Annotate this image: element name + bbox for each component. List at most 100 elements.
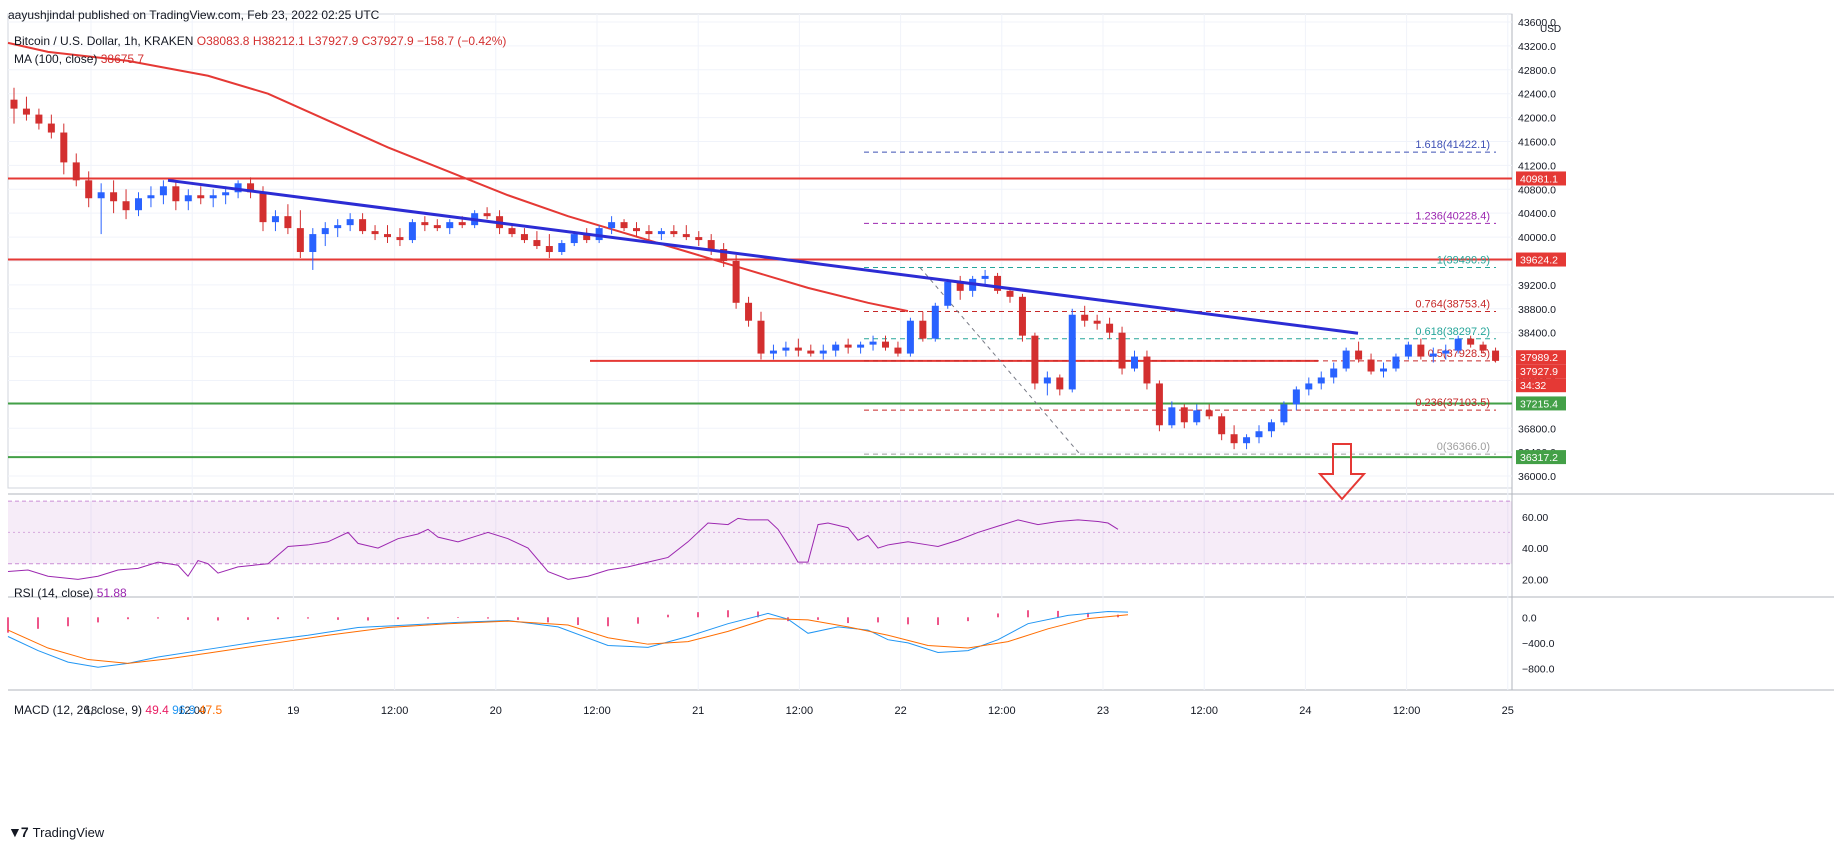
candle bbox=[1380, 362, 1387, 378]
candle-body bbox=[384, 234, 391, 238]
candle-body bbox=[1417, 344, 1425, 357]
candle-body bbox=[994, 275, 1002, 291]
candle bbox=[981, 269, 989, 285]
candle bbox=[85, 171, 93, 208]
candle-body bbox=[97, 192, 105, 199]
price-tag-label: 39624.2 bbox=[1520, 255, 1558, 267]
candle bbox=[421, 216, 429, 232]
x-tick-label: 25 bbox=[1502, 705, 1514, 717]
ma-header: MA (100, close) 38675.7 bbox=[14, 52, 144, 66]
candle-body bbox=[234, 183, 242, 193]
candle bbox=[633, 222, 640, 238]
candle bbox=[1255, 425, 1263, 444]
candle bbox=[359, 213, 367, 235]
x-tick-label: 18 bbox=[85, 705, 97, 717]
candle-body bbox=[1093, 320, 1101, 324]
fibonacci-levels: 1.618(41422.1) 1.236(40228.4) 1(39490.9) 0.… bbox=[864, 139, 1496, 455]
candle bbox=[271, 210, 279, 232]
candle-body bbox=[1143, 356, 1151, 384]
candle-body bbox=[172, 186, 180, 202]
fib-label: 0.236(37103.5) bbox=[1415, 397, 1490, 409]
candle-body bbox=[85, 180, 93, 199]
currency-label: USD bbox=[1540, 24, 1561, 35]
candle bbox=[72, 153, 80, 187]
candle-body bbox=[508, 228, 516, 235]
candle bbox=[1205, 404, 1213, 420]
y-tick-label: 38400.0 bbox=[1518, 328, 1556, 340]
candle bbox=[1429, 347, 1437, 363]
candle bbox=[695, 231, 703, 247]
candle-body bbox=[732, 260, 740, 303]
candle bbox=[159, 180, 167, 205]
price-tag: 37927.9 bbox=[1516, 364, 1566, 379]
macd-signal-value: 47.5 bbox=[198, 703, 223, 717]
candle bbox=[1155, 380, 1163, 432]
candle-body bbox=[1118, 332, 1126, 369]
rsi-header: RSI (14, close) 51.88 bbox=[14, 586, 127, 600]
candle-body bbox=[1193, 410, 1201, 423]
candle bbox=[1081, 305, 1089, 327]
candle-body bbox=[22, 108, 30, 115]
candle-body bbox=[359, 219, 367, 232]
candle-body bbox=[807, 350, 815, 354]
trendline-segment[interactable] bbox=[167, 178, 1359, 335]
ma-value: 38675.7 bbox=[100, 52, 145, 66]
candle bbox=[857, 341, 865, 354]
candle-body bbox=[670, 231, 678, 235]
ohlc-high: H38212.1 bbox=[252, 34, 305, 48]
candle-body bbox=[1106, 323, 1114, 333]
candle-body bbox=[147, 195, 155, 199]
axes: 43600.0 43200.0 42800.0 42400.0 42000.0 41600… bbox=[85, 17, 1561, 717]
candle bbox=[446, 219, 454, 235]
candle bbox=[931, 302, 939, 342]
trendline[interactable] bbox=[167, 178, 1359, 335]
price-tag: 37989.2 bbox=[1516, 350, 1566, 365]
candle bbox=[396, 228, 404, 247]
symbol-header: Bitcoin / U.S. Dollar, 1h, KRAKEN O38083… bbox=[14, 34, 506, 48]
candle-body bbox=[1006, 290, 1014, 297]
candle bbox=[545, 234, 553, 258]
candle-body bbox=[857, 344, 865, 348]
candle-body bbox=[259, 192, 267, 223]
candle bbox=[10, 87, 18, 124]
candle-body bbox=[745, 302, 753, 321]
y-tick-label: 38800.0 bbox=[1518, 304, 1556, 316]
candle-body bbox=[1317, 377, 1325, 384]
candle bbox=[882, 335, 889, 351]
fib-label: 0.618(38297.2) bbox=[1415, 326, 1490, 338]
x-tick-label: 22 bbox=[894, 705, 906, 717]
candle-body bbox=[1479, 344, 1487, 351]
x-tick-label: 12:00 bbox=[786, 705, 814, 717]
candle bbox=[1417, 338, 1425, 360]
footer: ▼7 TradingView bbox=[8, 824, 104, 840]
footer-brand: TradingView bbox=[32, 824, 105, 840]
y-tick-label: 43200.0 bbox=[1518, 41, 1556, 53]
candle bbox=[1479, 341, 1487, 354]
price-tag-label: 37989.2 bbox=[1520, 352, 1558, 364]
candle-body bbox=[1031, 335, 1039, 384]
candle bbox=[1492, 347, 1500, 363]
candle bbox=[745, 296, 753, 327]
ma-line bbox=[7, 41, 909, 313]
candle-body bbox=[1429, 353, 1437, 357]
ohlc-open: O38083.8 bbox=[196, 34, 250, 48]
y-tick-label: 43600.0 bbox=[1518, 17, 1556, 29]
y-tick-label: 42000.0 bbox=[1518, 113, 1556, 125]
candle-body bbox=[595, 228, 603, 241]
candle bbox=[508, 225, 516, 238]
x-tick-label: 12:00 bbox=[583, 705, 611, 717]
candle-body bbox=[894, 347, 902, 354]
candle-body bbox=[545, 246, 553, 253]
candle bbox=[1355, 341, 1363, 363]
fib-label: 1.236(40228.4) bbox=[1415, 210, 1490, 222]
candle-body bbox=[35, 114, 43, 124]
candle bbox=[1317, 371, 1325, 390]
candle bbox=[284, 204, 292, 235]
fib-label: 0.764(38753.4) bbox=[1415, 299, 1490, 311]
candle bbox=[894, 341, 902, 357]
candle-body bbox=[882, 341, 889, 348]
candle-body bbox=[832, 344, 840, 351]
candle-body bbox=[794, 347, 802, 351]
rsi-band bbox=[8, 500, 1512, 565]
